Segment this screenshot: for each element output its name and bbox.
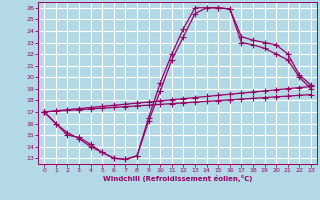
X-axis label: Windchill (Refroidissement éolien,°C): Windchill (Refroidissement éolien,°C) bbox=[103, 175, 252, 182]
